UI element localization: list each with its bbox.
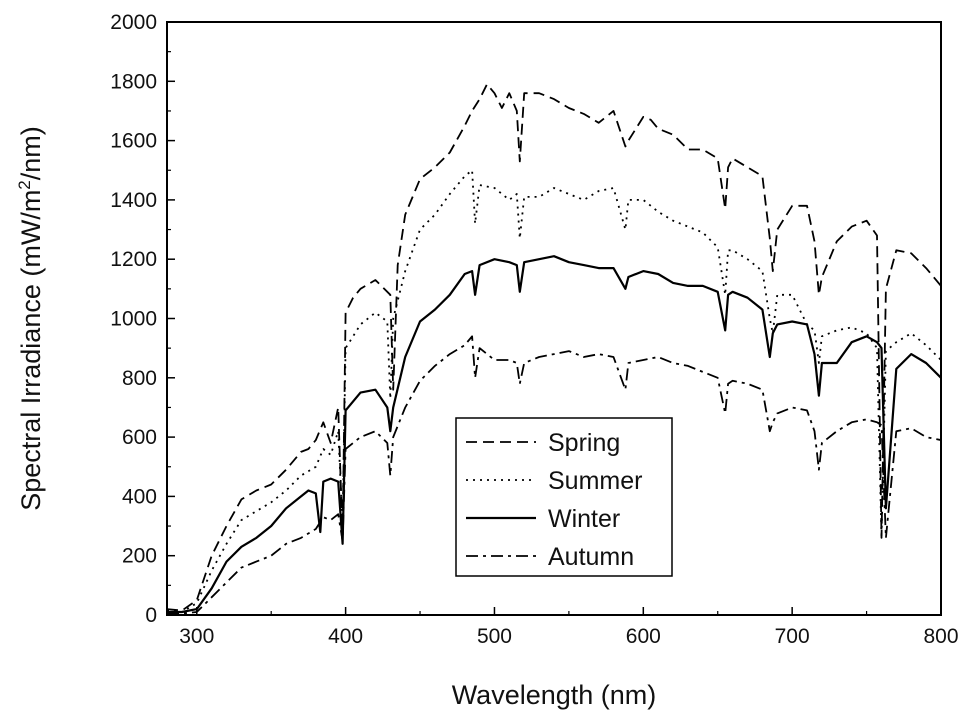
x-tick-label: 300 — [179, 625, 214, 648]
y-tick-label: 0 — [145, 604, 157, 627]
x-tick-label: 400 — [328, 625, 363, 648]
legend-label-summer: Summer — [548, 467, 642, 495]
y-tick-label: 800 — [122, 367, 157, 390]
x-tick-label: 500 — [477, 625, 512, 648]
series-line-winter — [167, 255, 941, 614]
y-tick-label: 1000 — [110, 308, 157, 331]
x-tick-label: 700 — [775, 625, 810, 648]
legend: Spring Summer Winter Autumn — [455, 417, 673, 577]
x-axis-title: Wavelength (nm) — [452, 680, 657, 710]
legend-label-autumn: Autumn — [548, 543, 634, 571]
y-axis: 0 200 400 600 800 1000 1200 1400 1600 1800 2000 — [110, 11, 175, 627]
legend-label-winter: Winter — [548, 505, 620, 533]
legend-label-spring: Spring — [548, 429, 620, 457]
y-tick-label: 1200 — [110, 248, 157, 271]
x-axis: 300 400 500 600 700 800 — [179, 607, 959, 648]
series-layer — [167, 83, 941, 615]
series-line-summer — [167, 169, 941, 613]
y-tick-label: 200 — [122, 545, 157, 568]
y-axis-title: Spectral Irradiance (mW/m2/nm) — [15, 126, 46, 511]
y-tick-label: 1800 — [110, 70, 157, 93]
y-axis-title-main: Spectral Irradiance (mW/m — [16, 190, 46, 511]
y-axis-title-suffix: /nm) — [16, 126, 46, 180]
y-tick-label: 400 — [122, 485, 157, 508]
x-tick-label: 800 — [923, 625, 958, 648]
series-line-autumn — [167, 335, 941, 615]
y-tick-label: 1600 — [110, 130, 157, 153]
series-line-spring — [167, 83, 941, 612]
y-tick-label: 2000 — [110, 11, 157, 34]
y-axis-title-superscript: 2 — [15, 180, 34, 189]
x-tick-label: 600 — [626, 625, 661, 648]
y-tick-label: 1400 — [110, 189, 157, 212]
y-tick-label: 600 — [122, 426, 157, 449]
legend-box — [455, 417, 673, 577]
